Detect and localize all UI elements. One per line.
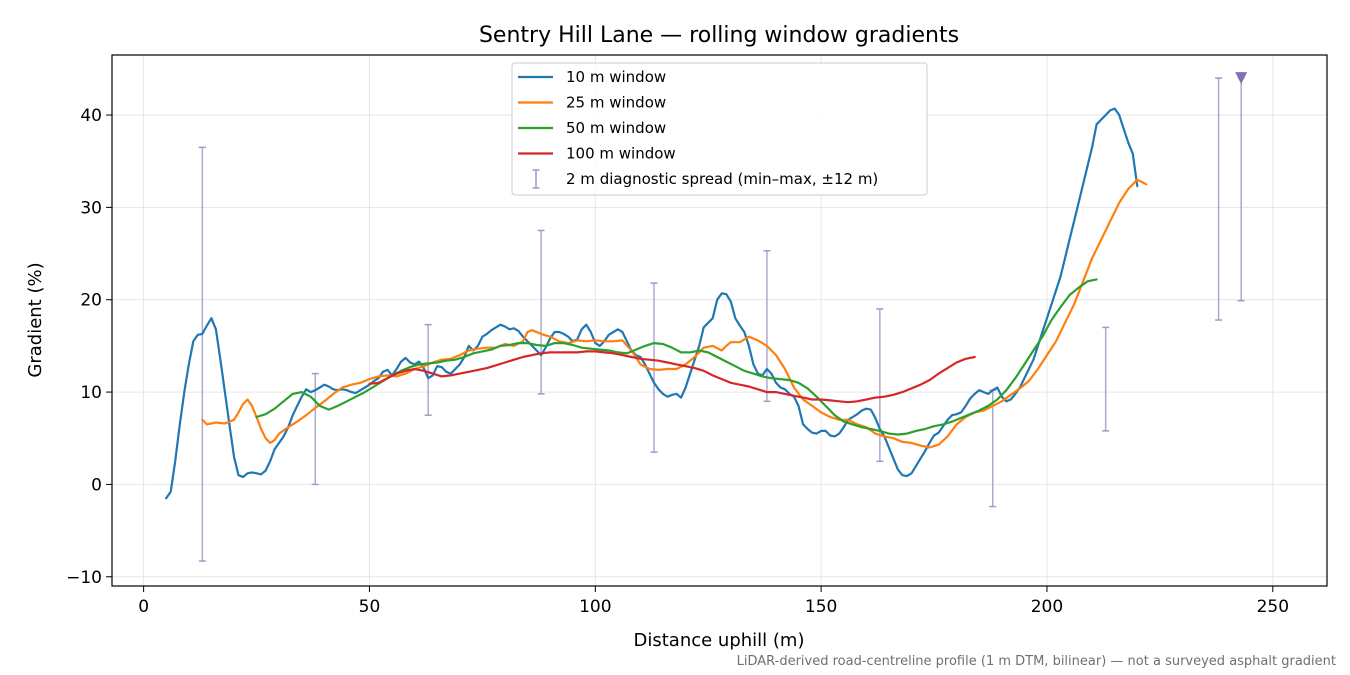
plot-frame [111, 54, 1328, 587]
series-line-0 [165, 107, 1139, 500]
footnote: LiDAR-derived road-centreline profile (1… [737, 654, 1336, 669]
legend-label: 50 m window [566, 119, 666, 137]
series-line-3 [368, 350, 976, 404]
legend: 10 m window 25 m window 50 m window 100 m w… [511, 62, 928, 196]
peak-marker [1235, 72, 1248, 85]
legend-label: 25 m window [566, 94, 666, 112]
y-tick-label: 40 [80, 106, 102, 126]
x-axis-label: Distance uphill (m) [634, 630, 805, 651]
x-tick-label: 150 [805, 597, 837, 617]
y-tick-label: 0 [91, 475, 102, 495]
y-axis-label: Gradient (%) [25, 262, 46, 377]
y-tick-label: 20 [80, 291, 102, 311]
legend-label: 10 m window [566, 68, 666, 86]
y-tick-label: 30 [80, 198, 102, 218]
legend-box [511, 62, 928, 196]
series-line-1 [201, 178, 1148, 449]
x-tick-label: 250 [1257, 597, 1289, 617]
chart-title: Sentry Hill Lane — rolling window gradie… [479, 23, 959, 48]
axis-ticks: 0 50 100 150 200 250 −10 0 10 20 30 40 [66, 106, 1289, 617]
x-tick-label: 100 [579, 597, 611, 617]
x-tick-label: 0 [138, 597, 149, 617]
x-tick-label: 200 [1031, 597, 1063, 617]
y-tick-label: 10 [80, 383, 102, 403]
series-lines [165, 107, 1148, 500]
y-tick-label: −10 [66, 568, 102, 588]
legend-label: 100 m window [566, 145, 676, 163]
legend-label: 2 m diagnostic spread (min–max, ±12 m) [566, 170, 878, 188]
x-tick-label: 50 [359, 597, 381, 617]
peak-marker-layer [1235, 72, 1248, 85]
